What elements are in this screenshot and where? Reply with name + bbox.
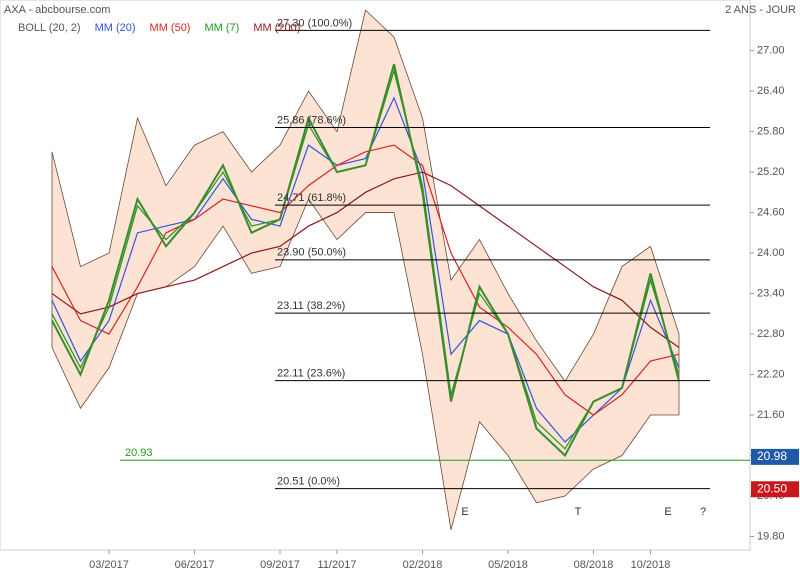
y-tick-label: 24.60 [757,206,785,218]
support-label: 20.93 [125,447,153,459]
legend-entry: MM (7) [204,22,239,34]
x-tick-label: 03/2017 [89,559,129,571]
y-tick-label: 25.20 [757,166,785,178]
fib-label: 23.11 (38.2%) [277,300,345,312]
chart-subtitle: 2 ANS - JOUR [725,4,796,16]
fib-label: 22.11 (23.6%) [277,368,345,380]
event-marker: E [664,506,671,518]
x-tick-label: 11/2017 [318,559,357,571]
fib-label: 24.71 (61.8%) [277,192,346,204]
y-tick-label: 22.80 [757,328,785,340]
event-marker: ? [700,506,706,518]
fib-label: 25.86 (78.6%) [277,114,346,126]
legend-entry: MM (20) [95,22,136,34]
price-line [51,63,680,458]
low-price-box-label: 20.50 [757,481,787,495]
y-tick-label: 24.00 [757,247,785,259]
y-tick-label: 25.80 [757,126,785,138]
x-tick-label: 02/2018 [403,559,443,571]
y-tick-label: 27.00 [757,45,785,57]
y-tick-label: 22.20 [757,368,785,380]
fib-label: 23.90 (50.0%) [277,247,346,259]
event-marker: E [461,506,468,518]
x-tick-label: 09/2017 [260,559,300,571]
y-tick-label: 23.40 [757,287,785,299]
legend-entry: MM (200) [253,22,300,34]
x-tick-label: 06/2017 [175,559,215,571]
x-tick-label: 08/2018 [574,559,614,571]
fib-label: 27.30 (100.0%) [277,17,352,29]
low-price-box [751,481,799,498]
chart-title: AXA - abcbourse.com [4,4,110,16]
ma-line [51,171,680,349]
last-price-box-label: 20.98 [757,449,787,463]
legend-entry: BOLL (20, 2) [18,22,81,34]
y-tick-label: 19.80 [757,530,785,542]
fib-label: 20.51 (0.0%) [277,475,340,487]
ma-line [51,144,680,416]
y-tick-label: 21.60 [757,409,785,421]
event-marker: T [575,506,582,518]
last-price-box [751,448,799,465]
legend-entry: MM (50) [150,22,191,34]
x-tick-label: 05/2018 [488,559,528,571]
y-tick-label: 26.40 [757,85,785,97]
x-tick-label: 10/2018 [631,559,671,571]
